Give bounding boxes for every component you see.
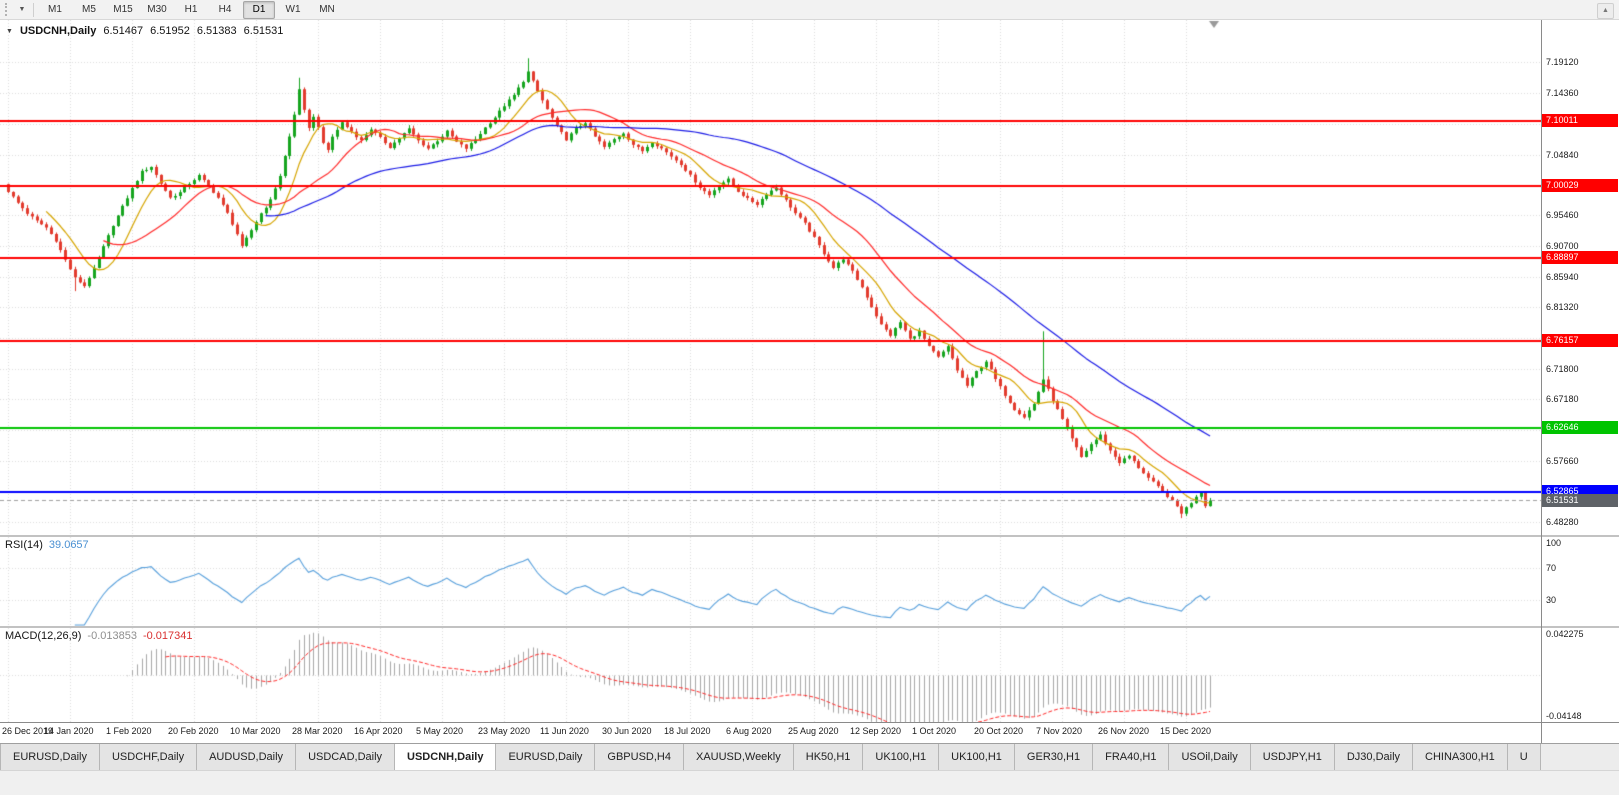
macd-tick-label: -0.04148 bbox=[1546, 711, 1582, 721]
chart-tab[interactable]: EURUSD,Daily bbox=[496, 744, 596, 770]
toolbar-drag-handle[interactable] bbox=[5, 3, 10, 16]
bid-price-badge: 6.51531 bbox=[1542, 494, 1618, 508]
chart-tab[interactable]: USDJPY,H1 bbox=[1250, 744, 1335, 770]
chart-tab[interactable]: XAUUSD,Weekly bbox=[683, 744, 794, 770]
price-tick-label: 6.71800 bbox=[1546, 363, 1579, 374]
ohlc-high-value: 6.51952 bbox=[150, 25, 190, 37]
timeframe-button-mn[interactable]: MN bbox=[319, 3, 335, 15]
rsi-tick-label: 100 bbox=[1546, 538, 1562, 548]
time-axis-label: 18 Jul 2020 bbox=[664, 726, 711, 736]
price-tick-label: 6.90700 bbox=[1546, 241, 1579, 252]
price-tick-label: 6.95460 bbox=[1546, 210, 1579, 221]
status-bar bbox=[0, 770, 1619, 795]
rsi-tick-label: 70 bbox=[1546, 562, 1557, 573]
timeframe-button-d1[interactable]: D1 bbox=[243, 0, 275, 19]
pane-separator[interactable] bbox=[0, 535, 1619, 537]
time-axis-label: 11 Jun 2020 bbox=[540, 726, 589, 736]
level-price-badge: 7.10011 bbox=[1542, 114, 1618, 128]
pane-separator[interactable] bbox=[0, 626, 1619, 628]
time-axis-label: 1 Oct 2020 bbox=[912, 726, 957, 736]
time-axis-label: 20 Feb 2020 bbox=[168, 726, 219, 736]
toolbar-separator bbox=[33, 2, 34, 17]
time-axis-label: 16 Apr 2020 bbox=[354, 726, 403, 736]
chart-tab[interactable]: USDCNH,Daily bbox=[395, 744, 497, 770]
ohlc-low-value: 6.51383 bbox=[196, 25, 237, 37]
price-tick-label: 6.67180 bbox=[1546, 393, 1579, 404]
price-axis-border bbox=[1541, 20, 1542, 743]
macd-tick-label: 0.042275 bbox=[1546, 629, 1584, 639]
chart-symbol-label: USDCNH,Daily bbox=[19, 25, 97, 37]
time-axis-border bbox=[0, 722, 1619, 723]
time-axis-label: 12 Sep 2020 bbox=[850, 726, 902, 736]
ohlc-close-value: 6.51531 bbox=[243, 25, 284, 37]
time-axis-label: 25 Aug 2020 bbox=[788, 726, 839, 736]
timeframe-button-m5[interactable]: M5 bbox=[82, 3, 96, 15]
timeframe-button-h1[interactable]: H1 bbox=[184, 3, 198, 15]
chart-tab[interactable]: EURUSD,Daily bbox=[0, 744, 100, 770]
rsi-tick-label: 30 bbox=[1546, 595, 1557, 606]
chart-tab[interactable]: CHINA300,H1 bbox=[1413, 744, 1508, 770]
chart-tab[interactable]: UK100,H1 bbox=[863, 744, 940, 770]
chart-list-dropdown-icon[interactable]: ▼ bbox=[18, 6, 26, 13]
time-axis-label: 15 Dec 2020 bbox=[1160, 726, 1212, 736]
time-axis-label: 6 Aug 2020 bbox=[726, 726, 772, 736]
price-tick-label: 6.81320 bbox=[1546, 302, 1579, 313]
level-price-badge: 7.00029 bbox=[1542, 178, 1618, 192]
price-tick-label: 6.57660 bbox=[1546, 455, 1579, 466]
timeframe-button-w1[interactable]: W1 bbox=[285, 3, 301, 15]
time-axis-label: 1 Feb 2020 bbox=[106, 726, 152, 736]
price-tick-label: 6.85940 bbox=[1546, 272, 1579, 283]
price-tick-label: 7.14360 bbox=[1546, 87, 1579, 98]
macd-main-value: -0.013853 bbox=[87, 630, 137, 642]
chart-tab[interactable]: USOil,Daily bbox=[1169, 744, 1251, 770]
main-chart-canvas[interactable] bbox=[0, 20, 1541, 535]
timeframe-button-m1[interactable]: M1 bbox=[48, 3, 62, 15]
chart-tab[interactable]: HK50,H1 bbox=[793, 744, 864, 770]
chart-tab[interactable]: AUDUSD,Daily bbox=[197, 744, 297, 770]
time-axis-label: 10 Mar 2020 bbox=[230, 726, 281, 736]
time-axis-label: 5 May 2020 bbox=[416, 726, 464, 736]
time-axis-label: 26 Nov 2020 bbox=[1098, 726, 1150, 736]
macd-label: MACD(12,26,9) -0.013853 -0.017341 bbox=[5, 630, 193, 642]
rsi-indicator-canvas[interactable] bbox=[0, 537, 1541, 626]
macd-name: MACD(12,26,9) bbox=[5, 630, 82, 642]
price-tick-label: 7.04840 bbox=[1546, 149, 1579, 160]
price-tick-label: 7.19120 bbox=[1546, 57, 1579, 68]
level-price-badge: 6.88897 bbox=[1542, 251, 1618, 265]
chart-tab[interactable]: GBPUSD,H4 bbox=[595, 744, 684, 770]
ohlc-open-value: 6.51467 bbox=[103, 25, 144, 37]
timeframe-button-m30[interactable]: M30 bbox=[147, 3, 167, 15]
rsi-name: RSI(14) bbox=[5, 539, 43, 551]
price-tick-label: 6.48280 bbox=[1546, 516, 1579, 527]
macd-indicator-canvas[interactable] bbox=[0, 628, 1541, 722]
timeframe-button-h4[interactable]: H4 bbox=[218, 3, 232, 15]
timeframe-button-m15[interactable]: M15 bbox=[113, 3, 133, 15]
timeframe-toolbar: ▼ M1 M5 M15 M30 H1 H4 D1 W1 MN ▲ bbox=[0, 0, 1619, 20]
time-axis-label: 14 Jan 2020 bbox=[44, 726, 94, 736]
chart-tab[interactable]: U bbox=[1507, 744, 1541, 770]
chart-tab[interactable]: FRA40,H1 bbox=[1093, 744, 1170, 770]
time-axis-label: 20 Oct 2020 bbox=[974, 726, 1024, 736]
chart-dropdown-icon[interactable]: ▼ bbox=[6, 27, 13, 35]
level-price-badge: 6.76157 bbox=[1542, 333, 1618, 347]
rsi-value: 39.0657 bbox=[48, 539, 89, 551]
chart-tab[interactable]: USDCAD,Daily bbox=[296, 744, 396, 770]
charts-tab-bar: EURUSD,Daily USDCHF,Daily AUDUSD,Daily USDC… bbox=[0, 743, 1619, 770]
time-axis-label: 26 Dec 2019 bbox=[2, 726, 54, 736]
time-axis-label: 23 May 2020 bbox=[478, 726, 531, 736]
chart-title: ▼ USDCNH,Daily 6.51467 6.51952 6.51383 6… bbox=[6, 25, 283, 37]
time-axis-label: 30 Jun 2020 bbox=[602, 726, 652, 736]
timeframe-buttons-group: M1 M5 M15 M30 H1 H4 D1 W1 MN bbox=[38, 0, 344, 19]
time-axis-label: 28 Mar 2020 bbox=[292, 726, 343, 736]
chart-tab[interactable]: UK100,H1 bbox=[939, 744, 1015, 770]
scroll-corner-icon[interactable]: ▲ bbox=[1597, 3, 1614, 19]
chart-tab[interactable]: USDCHF,Daily bbox=[99, 744, 198, 770]
level-price-badge: 6.62646 bbox=[1542, 421, 1618, 435]
macd-signal-value: -0.017341 bbox=[142, 630, 193, 642]
chart-tab[interactable]: GER30,H1 bbox=[1014, 744, 1094, 770]
rsi-label: RSI(14) 39.0657 bbox=[5, 539, 89, 551]
time-axis-label: 7 Nov 2020 bbox=[1036, 726, 1083, 736]
chart-tab[interactable]: DJ30,Daily bbox=[1334, 744, 1414, 770]
